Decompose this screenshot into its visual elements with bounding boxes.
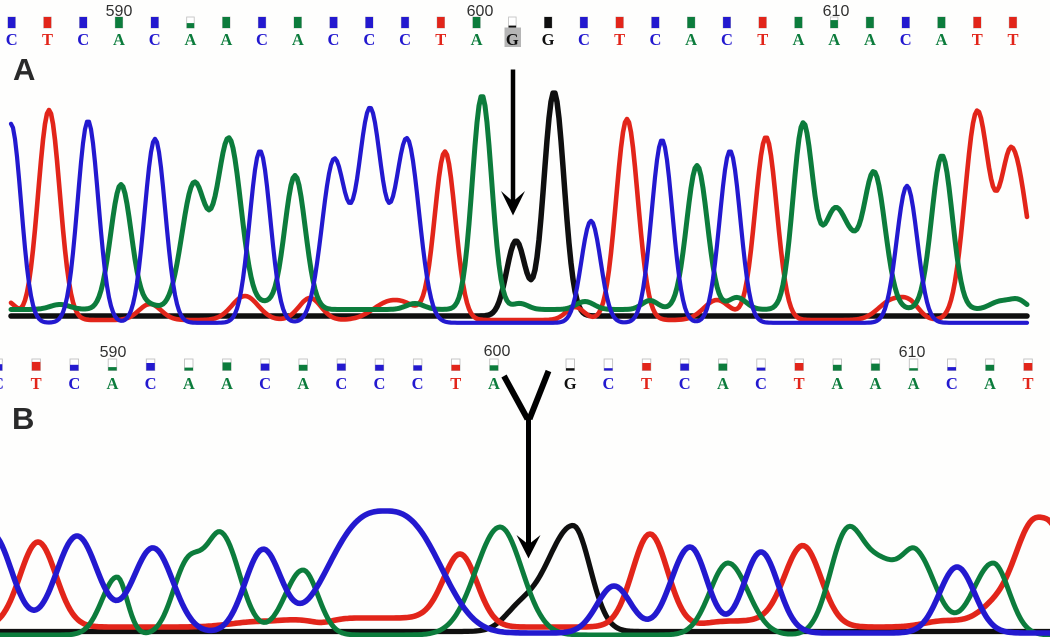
- svg-text:A: A: [292, 30, 304, 49]
- svg-text:A: A: [864, 30, 876, 49]
- svg-text:A: A: [488, 374, 500, 393]
- svg-text:T: T: [450, 374, 461, 393]
- svg-text:A: A: [828, 30, 840, 49]
- svg-text:590: 590: [106, 3, 133, 20]
- svg-text:A: A: [831, 374, 843, 393]
- svg-text:590: 590: [100, 344, 127, 361]
- svg-text:C: C: [68, 374, 80, 393]
- svg-text:A: A: [106, 374, 118, 393]
- svg-text:600: 600: [484, 343, 511, 360]
- svg-text:T: T: [42, 30, 53, 49]
- svg-text:T: T: [1022, 374, 1033, 393]
- svg-text:C: C: [900, 30, 912, 49]
- svg-text:C: C: [679, 374, 691, 393]
- svg-text:C: C: [145, 374, 157, 393]
- svg-text:A: A: [685, 30, 697, 49]
- svg-text:C: C: [755, 374, 767, 393]
- svg-text:A: A: [936, 30, 948, 49]
- svg-text:G: G: [542, 30, 555, 49]
- svg-text:T: T: [31, 374, 42, 393]
- svg-text:C: C: [946, 374, 958, 393]
- svg-text:610: 610: [899, 344, 926, 361]
- svg-text:A: A: [792, 30, 804, 49]
- svg-text:C: C: [412, 374, 424, 393]
- svg-text:C: C: [259, 374, 271, 393]
- svg-text:C: C: [77, 30, 89, 49]
- svg-text:G: G: [564, 374, 577, 393]
- svg-text:A: A: [183, 374, 195, 393]
- svg-text:C: C: [374, 374, 386, 393]
- svg-text:T: T: [757, 30, 768, 49]
- svg-text:C: C: [335, 374, 347, 393]
- svg-text:A: A: [297, 374, 309, 393]
- svg-text:600: 600: [467, 3, 494, 20]
- svg-text:A: A: [220, 30, 232, 49]
- svg-text:T: T: [1007, 30, 1018, 49]
- svg-text:C: C: [649, 30, 661, 49]
- svg-text:610: 610: [823, 3, 850, 20]
- svg-text:C: C: [578, 30, 590, 49]
- svg-text:A: A: [221, 374, 233, 393]
- svg-text:C: C: [6, 30, 18, 49]
- svg-text:A: A: [984, 374, 996, 393]
- svg-text:A: A: [185, 30, 197, 49]
- svg-text:C: C: [602, 374, 614, 393]
- svg-text:A: A: [717, 374, 729, 393]
- svg-text:C: C: [363, 30, 375, 49]
- svg-text:A: A: [113, 30, 125, 49]
- svg-text:B: B: [12, 401, 34, 436]
- svg-text:C: C: [256, 30, 268, 49]
- svg-text:A: A: [869, 374, 881, 393]
- svg-text:T: T: [972, 30, 983, 49]
- svg-text:A: A: [13, 52, 35, 87]
- svg-text:T: T: [794, 374, 805, 393]
- svg-text:C: C: [149, 30, 161, 49]
- svg-text:G: G: [506, 30, 519, 49]
- svg-text:C: C: [399, 30, 411, 49]
- svg-text:C: C: [0, 374, 4, 393]
- svg-text:T: T: [641, 374, 652, 393]
- svg-text:A: A: [471, 30, 483, 49]
- svg-text:C: C: [721, 30, 733, 49]
- svg-text:T: T: [614, 30, 625, 49]
- svg-text:A: A: [908, 374, 920, 393]
- svg-text:C: C: [328, 30, 340, 49]
- svg-text:T: T: [435, 30, 446, 49]
